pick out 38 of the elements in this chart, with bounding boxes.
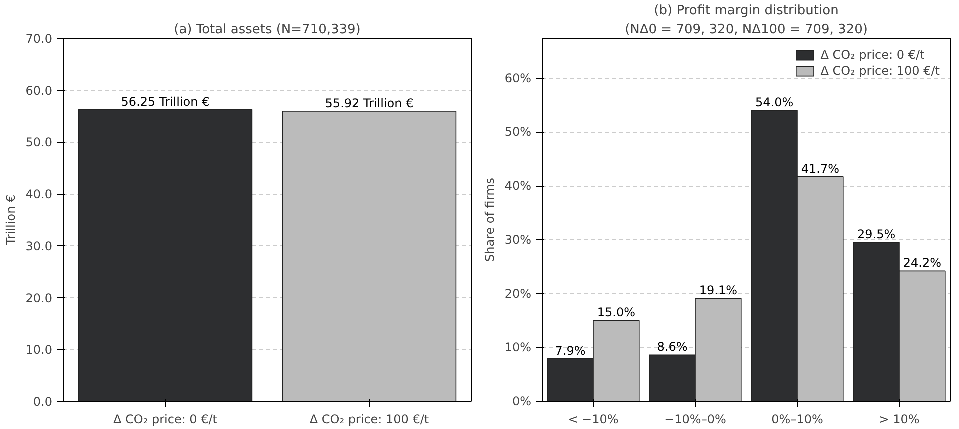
data-label: 15.0%	[597, 306, 636, 320]
y-tick-label: 20.0	[26, 291, 52, 306]
data-label: 29.5%	[857, 228, 896, 242]
y-tick-label: 40.0	[26, 188, 52, 202]
y-tick-label: 10%	[504, 340, 532, 355]
y-tick-label: 20%	[504, 286, 532, 301]
data-label: 19.1%	[699, 284, 738, 298]
y-tick-label: 30.0	[26, 239, 52, 254]
x-tick-label: < −10%	[568, 412, 619, 426]
y-axis-title: Trillion €	[4, 194, 18, 246]
x-tick-label: 0%–10%	[772, 412, 824, 426]
chart-title: (b) Profit margin distribution	[654, 4, 839, 18]
y-tick-label: 50%	[504, 125, 532, 140]
y-tick-label: 60%	[504, 71, 532, 86]
y-tick-label: 0%	[512, 394, 532, 408]
x-tick-label: > 10%	[879, 412, 920, 426]
data-label: 41.7%	[801, 162, 840, 176]
y-tick-label: 50.0	[26, 136, 52, 150]
x-tick-label: Δ CO₂ price: 100 €/t	[310, 412, 430, 426]
x-tick-label: −10%–0%	[664, 412, 726, 426]
data-label: 7.9%	[555, 344, 586, 358]
y-tick-label: 60.0	[26, 84, 52, 98]
data-label: 54.0%	[755, 96, 794, 110]
y-tick-label: 0.0	[33, 395, 53, 409]
data-label: 55.92 Trillion €	[325, 96, 414, 111]
y-tick-label: 40%	[504, 179, 532, 194]
data-label: 56.25 Trillion €	[121, 94, 210, 109]
y-axis-title: Share of firms	[482, 178, 497, 262]
data-label: 8.6%	[657, 340, 688, 354]
y-tick-label: 10.0	[26, 343, 52, 358]
chart-subtitle: (NΔ0 = 709, 320, NΔ100 = 709, 320)	[625, 22, 868, 38]
data-label: 24.2%	[903, 256, 942, 270]
legend-label: Δ CO₂ price: 0 €/t	[820, 48, 925, 62]
chart-title: (a) Total assets (N=710,339)	[174, 22, 361, 38]
y-tick-label: 30%	[504, 232, 532, 247]
y-tick-label: 70.0	[26, 32, 52, 46]
x-tick-label: Δ CO₂ price: 0 €/t	[113, 412, 218, 426]
legend-label: Δ CO₂ price: 100 €/t	[820, 64, 940, 78]
